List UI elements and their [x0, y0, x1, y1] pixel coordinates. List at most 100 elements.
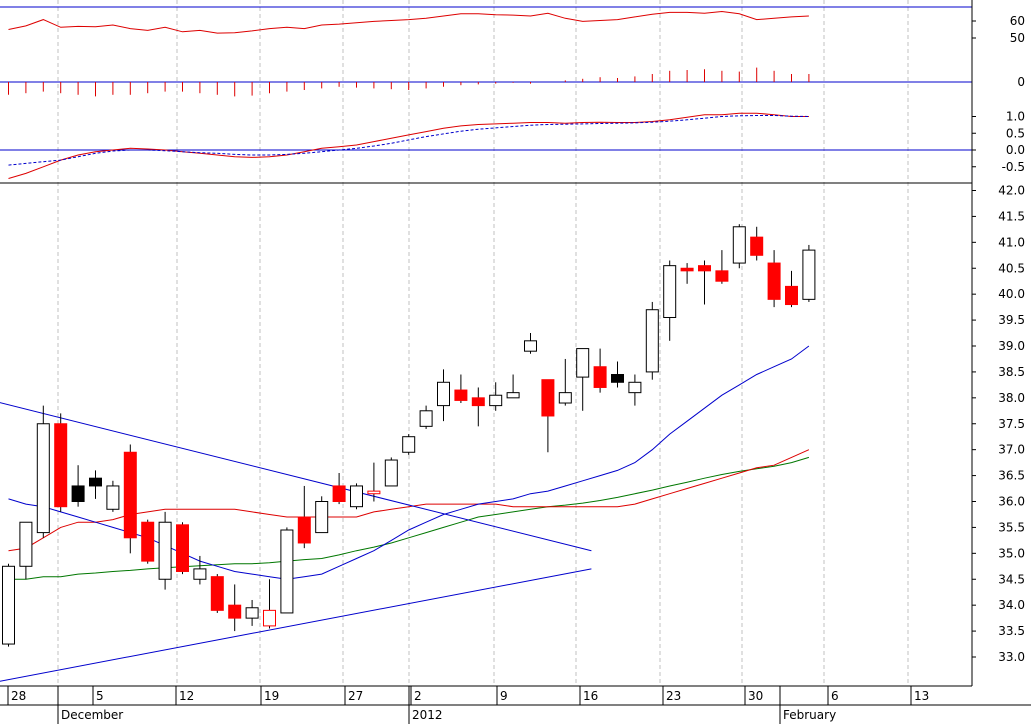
candle: [297, 485, 311, 549]
candle-body: [541, 379, 555, 417]
day-label: 23: [666, 689, 681, 703]
candle-body: [663, 265, 677, 318]
candle-body: [367, 490, 381, 495]
candle-body: [732, 226, 746, 264]
candle: [263, 579, 276, 629]
price-tick-label: 38.0: [998, 391, 1025, 405]
price-tick-label: 41.5: [998, 209, 1025, 223]
day-label: 19: [264, 689, 279, 703]
candle-body: [71, 485, 85, 503]
signal-line: [8, 115, 809, 166]
candle-body: [558, 392, 572, 404]
candle-body: [454, 389, 468, 401]
candle: [193, 555, 207, 585]
candle-body: [315, 501, 329, 534]
oscillator-line: [8, 10, 809, 34]
price-tick-label: 39.5: [998, 313, 1025, 327]
day-label: 5: [96, 689, 104, 703]
candle-body: [645, 309, 659, 373]
candle: [715, 250, 729, 284]
price-tick-label: 36.5: [998, 469, 1025, 483]
candle-body: [402, 436, 416, 453]
price-tick-label: 36.0: [998, 495, 1025, 509]
axes: 42.0 41.5 41.0 40.5 40.0 39.5 39.0 38.5 38.0 37.5…: [7, 14, 1025, 724]
candle-body: [576, 348, 590, 378]
candle-body: [715, 270, 729, 282]
candle: [350, 483, 363, 510]
candle-body: [680, 267, 694, 272]
candle-body: [593, 366, 607, 388]
candle: [141, 519, 155, 564]
candle-body: [384, 459, 398, 487]
candle-body: [106, 485, 120, 510]
osc-tick-label: 60: [1010, 14, 1025, 28]
candle: [19, 521, 33, 580]
candle: [628, 374, 642, 406]
candle-body: [89, 477, 102, 487]
candle-body: [750, 236, 764, 256]
price-tick-label: 40.0: [998, 287, 1025, 301]
candle: [558, 358, 572, 406]
macd-tick-label: 0.0: [1006, 143, 1025, 157]
price-tick-label: 34.5: [998, 572, 1025, 586]
candle: [698, 260, 711, 305]
candle-body: [245, 607, 259, 619]
candle-body: [698, 265, 711, 272]
candle-body: [228, 604, 242, 619]
candle: [176, 522, 189, 575]
price-tick-label: 42.0: [998, 184, 1025, 198]
candle-body: [19, 521, 33, 567]
candle-body: [802, 249, 816, 300]
month-label: December: [61, 708, 123, 722]
day-label: 30: [748, 689, 763, 703]
day-label: 2: [414, 689, 422, 703]
candle-body: [280, 529, 294, 614]
candle: [402, 434, 416, 455]
candle: [71, 465, 85, 507]
macd-line: [8, 112, 809, 179]
candle: [367, 462, 381, 502]
candle: [106, 480, 120, 512]
candle: [332, 472, 346, 505]
candle-body: [36, 423, 50, 534]
candle-body: [2, 565, 15, 645]
moving-average-red: [8, 449, 810, 552]
candle: [541, 379, 555, 453]
candle-body: [176, 524, 189, 572]
candle-body: [158, 521, 172, 580]
histogram-panel: [8, 67, 810, 97]
price-panel: [0, 224, 816, 682]
candle: [2, 563, 15, 647]
candle-body: [767, 262, 781, 300]
candle-body: [332, 485, 346, 503]
candle-body: [489, 394, 503, 407]
candle-body: [524, 340, 537, 352]
price-tick-label: 37.5: [998, 417, 1025, 431]
trendline: [0, 402, 592, 552]
macd-tick-label: -0.5: [1002, 160, 1025, 174]
candle-body: [54, 423, 68, 508]
moving-average-green: [8, 456, 810, 580]
candle-body: [350, 485, 363, 508]
candle-body: [419, 410, 433, 427]
candle: [36, 405, 50, 538]
candle: [280, 527, 294, 614]
candle: [680, 263, 694, 284]
price-tick-label: 37.0: [998, 443, 1025, 457]
candle: [645, 301, 659, 380]
oscillator-panel: [8, 10, 809, 34]
day-label: 6: [831, 689, 839, 703]
candle: [471, 387, 485, 427]
day-label: 13: [914, 689, 929, 703]
macd-panel: [8, 112, 809, 179]
candle-body: [611, 374, 624, 383]
hist-tick-label: 0: [1017, 75, 1025, 89]
price-tick-label: 33.0: [998, 650, 1025, 664]
candle-body: [785, 285, 798, 306]
month-label: February: [783, 708, 836, 722]
candle-body: [628, 381, 642, 394]
day-label: 27: [348, 689, 363, 703]
candle: [454, 374, 468, 404]
candle: [419, 405, 433, 429]
